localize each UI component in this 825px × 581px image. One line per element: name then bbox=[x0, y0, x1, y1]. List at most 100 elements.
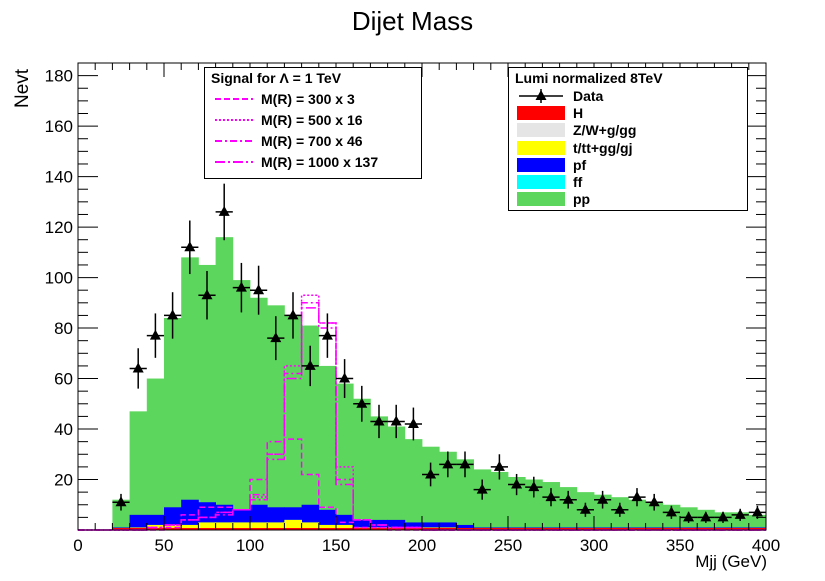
bar-pp bbox=[645, 502, 664, 530]
bkg-legend-item-6: ff bbox=[515, 173, 743, 191]
data-point bbox=[407, 417, 419, 428]
bar-t-tt-gg-gj bbox=[250, 522, 268, 530]
y-tick-label: 60 bbox=[54, 370, 73, 389]
bar-pp bbox=[284, 315, 302, 530]
bar-pp bbox=[112, 499, 130, 530]
bkg-legend-item-4-label: t/tt+gg/gj bbox=[573, 139, 633, 156]
bar-t-tt-gg-gj bbox=[318, 524, 337, 530]
y-tick-label: 140 bbox=[45, 168, 73, 187]
x-tick-label: 0 bbox=[73, 536, 82, 555]
data-point bbox=[614, 503, 626, 514]
data-point bbox=[528, 481, 540, 492]
data-point bbox=[253, 284, 265, 295]
bar-t-tt-gg-gj bbox=[267, 522, 285, 530]
bar-t-tt-gg-gj bbox=[232, 522, 251, 530]
signal-legend-item-1: M(R) = 300 x 3 bbox=[211, 90, 417, 108]
bkg-legend-item-3: Z/W+g/gg bbox=[515, 121, 743, 139]
bar-pp bbox=[250, 297, 268, 530]
bar-t-tt-gg-gj bbox=[181, 524, 199, 530]
x-tick-label: 150 bbox=[322, 536, 350, 555]
data-point bbox=[115, 496, 127, 507]
bar-t-tt-gg-gj bbox=[301, 522, 320, 530]
x-tick-label: 250 bbox=[494, 536, 522, 555]
data-point bbox=[717, 511, 729, 522]
bar-pp bbox=[456, 459, 474, 530]
data-point bbox=[167, 309, 179, 320]
signal-legend-item-4-swatch bbox=[211, 153, 259, 171]
signal-legend-item-4: M(R) = 1000 x 137 bbox=[211, 153, 417, 171]
bkg-legend-item-1-swatch bbox=[515, 87, 563, 105]
bar-pp bbox=[353, 398, 371, 530]
y-tick-label: 40 bbox=[54, 420, 73, 439]
y-axis: 20 40 60 80 100 120 140 160 180 bbox=[45, 62, 766, 531]
bkg-legend-item-1-label: Data bbox=[573, 88, 604, 104]
bar-pp bbox=[267, 305, 285, 530]
bar-pp bbox=[301, 325, 320, 530]
x-tick-label: 300 bbox=[580, 536, 608, 555]
bar-t-tt-gg-gj bbox=[198, 522, 216, 530]
bar-pf bbox=[129, 514, 148, 530]
x-axis: 0 50 100 150 200 250 300 350 400 bbox=[73, 63, 780, 555]
bkg-legend-item-1: Data bbox=[515, 87, 743, 105]
signal-legend-item-3: M(R) = 700 x 46 bbox=[211, 132, 417, 150]
bar-pp bbox=[318, 365, 337, 530]
bar-pp bbox=[490, 471, 509, 530]
bar-pp bbox=[232, 280, 251, 530]
bkg-legend-item-5-swatch bbox=[515, 156, 565, 174]
data-point bbox=[511, 478, 523, 489]
bar-t-tt-gg-gj bbox=[336, 524, 354, 530]
x-tick-label: 50 bbox=[155, 536, 174, 555]
bkg-legend-item-6-swatch bbox=[515, 173, 565, 191]
x-tick-label: 400 bbox=[752, 536, 780, 555]
signal-legend-item-3-label: M(R) = 700 x 46 bbox=[261, 133, 363, 149]
data-point bbox=[356, 397, 368, 408]
bar-pp bbox=[164, 317, 182, 530]
data-point bbox=[597, 493, 609, 504]
y-tick-label: 20 bbox=[54, 471, 73, 490]
bar-pp bbox=[198, 264, 216, 530]
bkg-legend-item-4: t/tt+gg/gj bbox=[515, 139, 743, 157]
data-points bbox=[112, 183, 766, 523]
signal-legend-item-2-label: M(R) = 500 x 16 bbox=[261, 112, 363, 128]
bar-pf bbox=[456, 524, 474, 530]
data-point bbox=[751, 506, 763, 517]
bar-t-tt-gg-gj bbox=[284, 519, 302, 530]
signal-legend-item-2: M(R) = 500 x 16 bbox=[211, 111, 417, 129]
bar-pp bbox=[422, 446, 440, 530]
bkg-legend-item-3-swatch bbox=[515, 121, 565, 139]
x-tick-label: 100 bbox=[236, 536, 264, 555]
data-point bbox=[304, 359, 316, 370]
bar-pp bbox=[129, 411, 148, 530]
bkg-legend-item-5-label: pf bbox=[573, 156, 587, 173]
data-point bbox=[287, 309, 299, 320]
data-point bbox=[648, 496, 660, 507]
bar-pp bbox=[628, 499, 646, 530]
data-point bbox=[562, 493, 574, 504]
bar-pp bbox=[146, 378, 165, 530]
bar-pf bbox=[353, 519, 371, 530]
data-point bbox=[339, 372, 351, 383]
signal-legend-item-3-swatch bbox=[211, 132, 259, 150]
bkg-legend-item-7-swatch bbox=[515, 190, 565, 208]
data-point bbox=[665, 506, 677, 517]
y-tick-label: 180 bbox=[45, 67, 73, 86]
background-legend-header: Lumi normalized 8TeV bbox=[515, 70, 663, 86]
bar-pp bbox=[439, 451, 457, 530]
bar-pp bbox=[404, 439, 423, 530]
signal-legend-item-1-label: M(R) = 300 x 3 bbox=[261, 91, 355, 107]
bkg-legend-item-7: pp bbox=[515, 190, 743, 208]
bar-pp bbox=[215, 237, 234, 530]
bar-pp bbox=[473, 469, 492, 530]
data-point bbox=[201, 289, 213, 300]
data-point bbox=[218, 205, 230, 216]
bar-pf bbox=[387, 519, 406, 530]
data-point bbox=[235, 281, 247, 292]
data-point bbox=[683, 511, 695, 522]
bar-pp bbox=[387, 426, 406, 530]
bkg-legend-item-3-label: Z/W+g/gg bbox=[573, 122, 637, 139]
data-point bbox=[390, 415, 402, 426]
data-point bbox=[270, 332, 282, 343]
signal-line-4 bbox=[78, 307, 766, 531]
bar-pp bbox=[525, 479, 543, 530]
